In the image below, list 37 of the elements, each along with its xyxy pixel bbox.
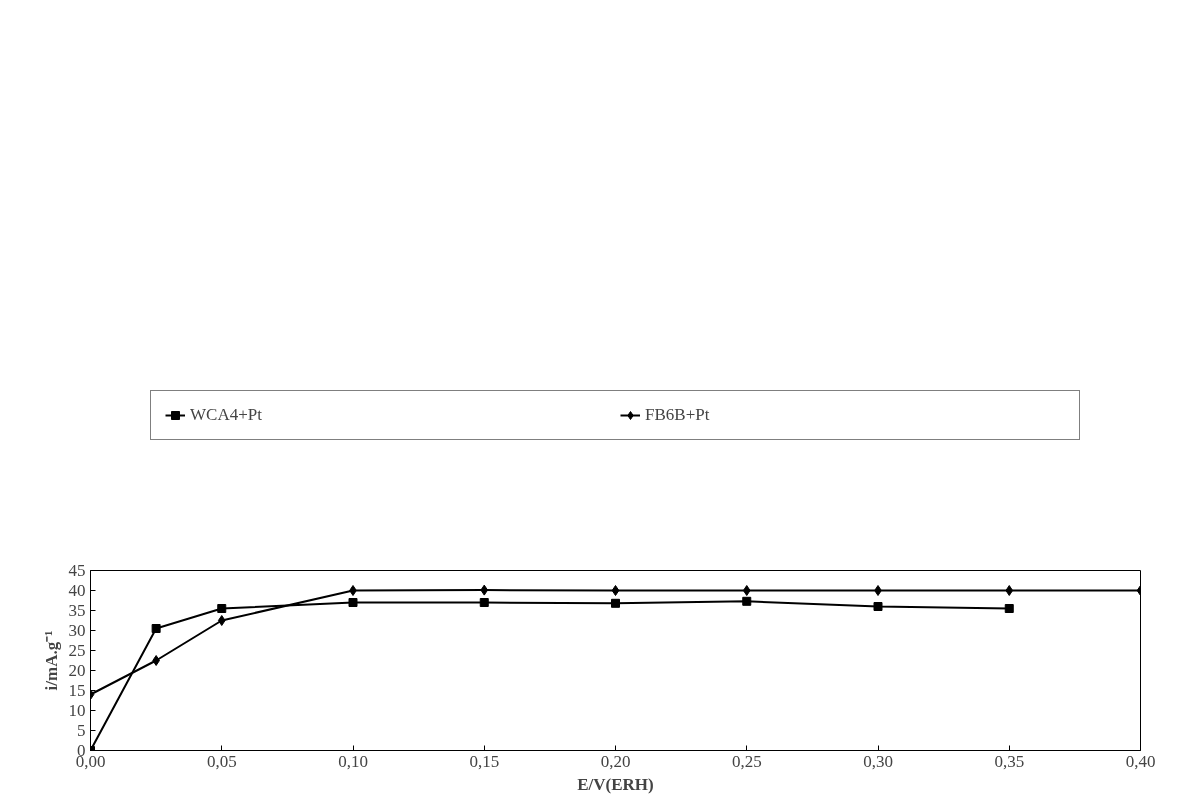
y-tick-label: 10 [68,701,86,720]
x-tick-label: 0,05 [206,751,237,771]
y-tick-label: 40 [68,581,86,600]
x-tick-label: 0,25 [731,751,762,771]
point [873,602,883,611]
y-axis-title: i/mA.g⁻¹ [41,630,61,691]
y-tick-label: 45 [68,561,86,580]
x-axis-title: E/V(ERH) [577,774,654,794]
y-tick-label: 5 [77,721,86,740]
point [217,604,227,613]
y-tick-label: 25 [68,641,86,660]
y-tick-label: 15 [68,681,86,700]
point [1005,585,1014,596]
point [479,598,489,607]
point [1004,604,1014,613]
x-tick-label: 0,30 [863,751,893,771]
y-tick-label: 30 [68,621,86,640]
point [611,585,620,596]
legend-label: FB6B+Pt [645,405,711,425]
point [611,598,620,608]
x-tick-label: 0,40 [1125,751,1156,771]
legend-label: WCA4+Pt [190,405,263,425]
x-tick-label: 0,20 [600,751,631,771]
point [742,585,751,596]
y-tick-label: 35 [68,601,86,620]
point [349,585,357,596]
point [217,615,226,626]
x-tick-label: 0,10 [338,751,368,771]
point [152,655,160,666]
point [874,585,882,596]
y-tick-label: 20 [68,661,86,680]
x-tick-label: 0,35 [994,751,1025,771]
point [151,624,161,633]
point [742,596,752,606]
point [480,584,489,596]
x-tick-label: 0,15 [469,751,500,771]
point [348,598,358,607]
